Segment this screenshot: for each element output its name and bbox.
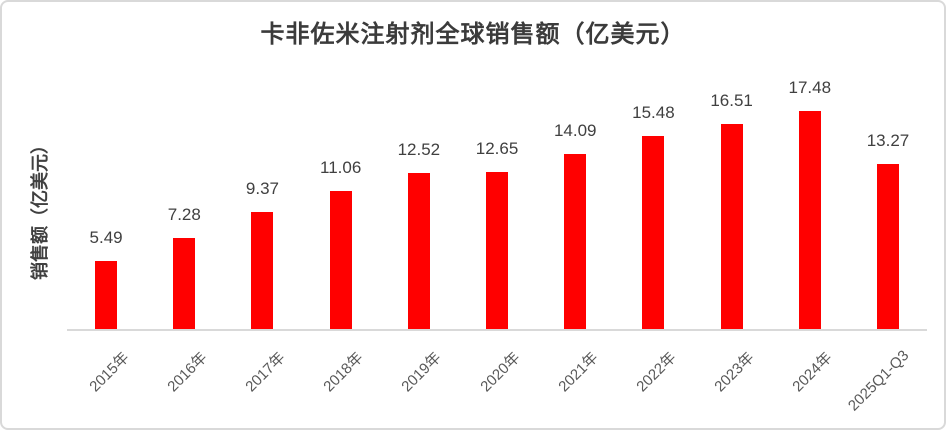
x-tick-label: 2015年 [86,349,133,396]
x-tick-label: 2016年 [164,349,211,396]
bar-value-label: 14.09 [553,120,597,140]
bar-value-label: 7.28 [167,205,201,225]
bar [173,238,196,329]
bar-value-label: 17.48 [788,78,832,98]
bar-value-label: 11.06 [320,158,362,178]
x-tick-label: 2025Q1-Q3 [844,347,912,415]
x-cell: 2020年 [458,333,536,423]
bar-value-label: 13.27 [866,130,910,150]
x-cell: 2019年 [380,333,458,423]
bar [95,260,118,329]
x-tick-label: 2018年 [320,349,367,396]
bar [486,171,509,329]
bar-cell: 14.09 [536,2,614,329]
bar [251,212,274,329]
bar [642,136,665,329]
bar-cell: 12.65 [458,2,536,329]
bar-value-label: 15.48 [632,103,675,123]
bar [564,153,587,329]
x-tick-label: 2021年 [555,349,602,396]
x-axis: 2015年 2016年 2017年 2018年 2019年 2020年 2021年 2022年… [67,333,927,423]
bar-cell: 13.27 [849,2,927,329]
bar-value-label: 5.49 [89,227,123,247]
x-tick-label: 2024年 [789,349,836,396]
x-tick-label: 2017年 [242,349,289,396]
x-tick-label: 2022年 [633,349,680,396]
x-tick-label: 2023年 [711,349,758,396]
x-cell: 2024年 [771,333,849,423]
x-tick-label: 2019年 [398,349,445,396]
x-tick-label: 2020年 [476,349,524,396]
bar-cell: 12.52 [380,2,458,329]
bar-cell: 7.28 [145,2,223,329]
x-cell: 2017年 [223,333,301,423]
plot-area: 5.49 7.28 9.37 11.06 12.52 12.65 14.09 15.48 16.… [67,2,927,331]
bar-cell: 9.37 [223,2,301,329]
bar [720,123,743,329]
bar-value-label: 16.51 [710,90,753,110]
x-cell: 2016年 [145,333,223,423]
bar-value-label: 12.65 [475,138,519,158]
x-cell: 2021年 [536,333,614,423]
x-cell: 2015年 [67,333,145,423]
x-cell: 2023年 [693,333,771,423]
y-axis-title: 销售额（亿美元） [30,136,50,280]
x-cell: 2025Q1-Q3 [845,333,927,423]
bar-value-label: 9.37 [245,179,280,199]
bar-cell: 15.48 [614,2,692,329]
bar [798,111,821,329]
bar [329,191,352,329]
x-cell: 2018年 [302,333,380,423]
x-cell: 2022年 [614,333,692,423]
bar-cell: 17.48 [771,2,849,329]
bar-value-label: 12.52 [397,140,441,160]
bar [876,163,899,329]
bar-cell: 16.51 [693,2,771,329]
bar-cell: 11.06 [302,2,380,329]
chart-title: 卡非佐米注射剂全球销售额（亿美元） [260,22,686,48]
bar-cell: 5.49 [67,2,145,329]
bar [407,173,430,329]
